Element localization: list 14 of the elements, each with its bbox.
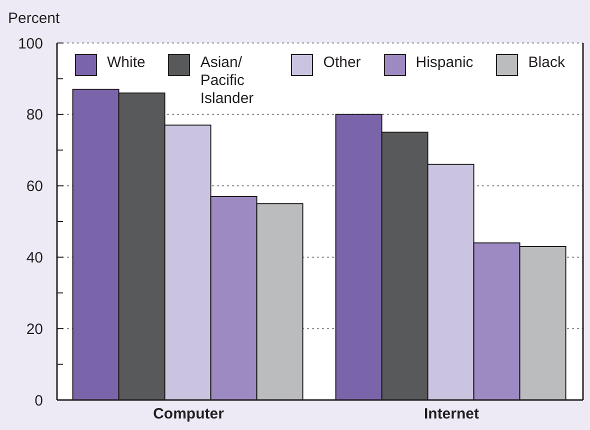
legend-label: Black [528,54,565,72]
y-tick-label: 80 [26,106,43,124]
y-tick-label: 100 [18,35,43,52]
y-tick-label: 20 [26,320,43,338]
y-axis-title: Percent [8,10,61,27]
legend-label: Asian/ Pacific Islander [200,54,255,108]
legend-label: Hispanic [416,54,474,72]
y-tick-label: 0 [34,392,43,410]
y-tick-label: 40 [26,250,43,267]
x-tick-label: Computer [153,406,224,423]
x-tick-label: Internet [424,406,480,423]
legend-label: White [107,54,146,72]
y-tick-label: 60 [26,178,43,196]
legend-label: Other [323,54,361,72]
